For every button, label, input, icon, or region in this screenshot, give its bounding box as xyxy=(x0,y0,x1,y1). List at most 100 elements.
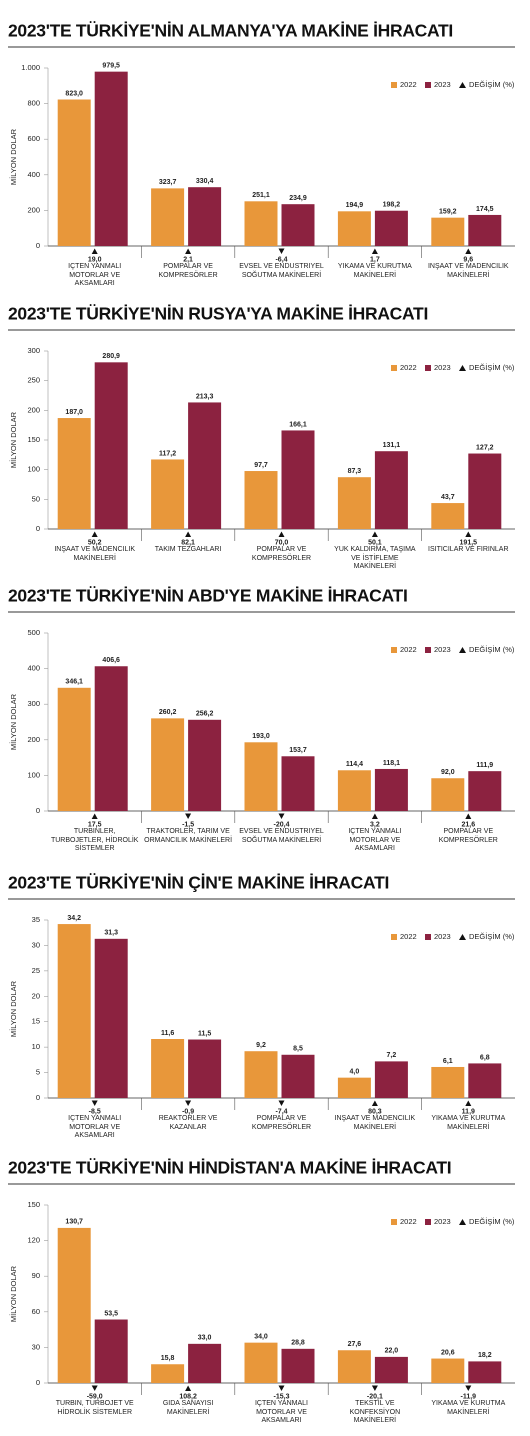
bar xyxy=(151,459,185,529)
x-tick-label: İÇTEN YANMALI MOTORLAR VE AKSAMLARI xyxy=(254,1400,308,1424)
y-tick-label: 35 xyxy=(32,915,40,924)
change-label: 50,1 xyxy=(368,539,382,546)
change-label: 9,6 xyxy=(463,256,473,263)
y-tick-label: 200 xyxy=(27,735,40,744)
y-tick-label: 100 xyxy=(27,465,40,474)
change-marker xyxy=(371,1385,378,1391)
legend-label: 2022 xyxy=(400,932,417,941)
legend-swatch xyxy=(425,365,431,371)
bar xyxy=(244,1342,278,1383)
change-marker xyxy=(371,813,378,819)
legend-label: 2023 xyxy=(434,80,451,89)
value-label: 251,1 xyxy=(252,192,270,199)
value-label: 97,7 xyxy=(254,462,268,469)
x-tick-label: İNŞAAT VE MADENCİLİK MAKİNELERİ xyxy=(54,546,136,562)
x-tick-label: TÜRBİN, TURBOJET VE HİDROLİK SİSTEMLER xyxy=(55,1400,134,1416)
category-label-box: POMPALAR VE KOMPRESÖRLER xyxy=(158,263,218,279)
legend-label: DEĞİŞİM (%) xyxy=(469,932,515,941)
y-tick-label: 100 xyxy=(27,770,40,779)
bar xyxy=(374,768,408,811)
legend-label: DEĞİŞİM (%) xyxy=(469,80,515,89)
bar xyxy=(57,418,91,529)
category-label-box: İNŞAAT VE MADENCİLİK MAKİNELERİ xyxy=(427,263,509,279)
value-label: 87,3 xyxy=(348,468,362,475)
y-tick-label: 50 xyxy=(32,494,40,503)
bar xyxy=(94,938,128,1098)
y-axis-label: MİLYON DOLAR xyxy=(9,1265,18,1322)
value-label: 8,5 xyxy=(293,1046,303,1053)
change-label: -7,4 xyxy=(275,1108,287,1115)
legend-triangle xyxy=(459,934,466,940)
category-label-box: YIKAMA VE KURUTMA MAKİNELERİ xyxy=(431,1115,505,1131)
legend-triangle xyxy=(459,647,466,653)
y-tick-label: 90 xyxy=(32,1271,40,1280)
y-tick-label: 0 xyxy=(36,1378,40,1387)
legend-swatch xyxy=(391,1219,397,1225)
y-tick-label: 5 xyxy=(36,1068,40,1077)
bar xyxy=(468,214,502,246)
x-tick-label: YIKAMA VE KURUTMA MAKİNELERİ xyxy=(337,263,412,279)
y-tick-label: 400 xyxy=(27,664,40,673)
bar xyxy=(374,210,408,246)
legend-swatch xyxy=(391,647,397,653)
legend-swatch xyxy=(425,647,431,653)
bar xyxy=(94,1319,128,1383)
category-label-box: POMPALAR VE KOMPRESÖRLER xyxy=(439,828,498,844)
change-marker xyxy=(278,1100,285,1106)
x-tick-label: İNŞAAT VE MADENCİLİK MAKİNELERİ xyxy=(427,263,509,279)
change-label: 70,0 xyxy=(275,539,289,546)
value-label: 15,8 xyxy=(161,1355,175,1362)
change-marker xyxy=(185,531,192,537)
bar xyxy=(244,471,278,529)
change-label: -15,3 xyxy=(274,1393,290,1400)
bar xyxy=(468,453,502,529)
bar xyxy=(94,362,128,529)
change-marker xyxy=(278,531,285,537)
y-tick-label: 300 xyxy=(27,699,40,708)
y-axis-label: MİLYON DOLAR xyxy=(9,693,18,750)
value-label: 34,0 xyxy=(254,1333,268,1340)
bar xyxy=(281,1054,315,1098)
bar xyxy=(281,204,315,246)
x-tick-label: İÇTEN YANMALI MOTORLAR VE AKSAMLARI xyxy=(68,263,122,287)
value-label: 323,7 xyxy=(159,179,177,186)
value-label: 34,2 xyxy=(67,915,81,922)
x-tick-label: POMPALAR VE KOMPRESÖRLER xyxy=(158,263,218,279)
bar xyxy=(281,756,315,811)
value-label: 159,2 xyxy=(439,209,457,216)
legend-label: 2022 xyxy=(400,645,417,654)
change-marker xyxy=(465,531,472,537)
value-label: 53,5 xyxy=(104,1310,118,1317)
value-label: 979,5 xyxy=(102,62,120,69)
change-marker xyxy=(371,531,378,537)
bar xyxy=(431,1066,465,1098)
change-label: 50,2 xyxy=(88,539,102,546)
change-label: 108,2 xyxy=(179,1393,197,1400)
y-tick-label: 500 xyxy=(27,628,40,637)
bar xyxy=(57,1227,91,1383)
change-marker xyxy=(465,813,472,819)
value-label: 114,4 xyxy=(346,761,363,768)
value-label: 193,0 xyxy=(252,733,270,740)
category-label-box: REAKTÖRLER VE KAZANLAR xyxy=(159,1115,218,1131)
bar xyxy=(337,477,371,529)
legend-swatch xyxy=(425,934,431,940)
change-label: -59,0 xyxy=(87,1393,103,1400)
value-label: 28,8 xyxy=(291,1340,305,1347)
value-label: 18,2 xyxy=(478,1352,492,1359)
bar xyxy=(94,666,128,811)
chart-title: 2023'TE TÜRKİYE'NİN ABD'YE MAKİNE İHRACA… xyxy=(8,586,408,606)
category-label-box: İNŞAAT VE MADENCİLİK MAKİNELERİ xyxy=(335,1115,416,1131)
category-label-box: TRAKTÖRLER, TARIM VE ORMANCILIK MAKİNELE… xyxy=(144,828,232,844)
value-label: 198,2 xyxy=(383,202,401,209)
value-label: 234,9 xyxy=(289,195,307,202)
y-tick-label: 120 xyxy=(27,1236,40,1245)
legend-triangle xyxy=(459,1219,466,1225)
change-marker xyxy=(465,1385,472,1391)
bar xyxy=(468,1063,502,1098)
change-label: 21,6 xyxy=(461,821,475,828)
y-tick-label: 0 xyxy=(36,524,40,533)
y-tick-label: 30 xyxy=(32,1342,40,1351)
y-axis-label: MİLYON DOLAR xyxy=(9,980,18,1037)
